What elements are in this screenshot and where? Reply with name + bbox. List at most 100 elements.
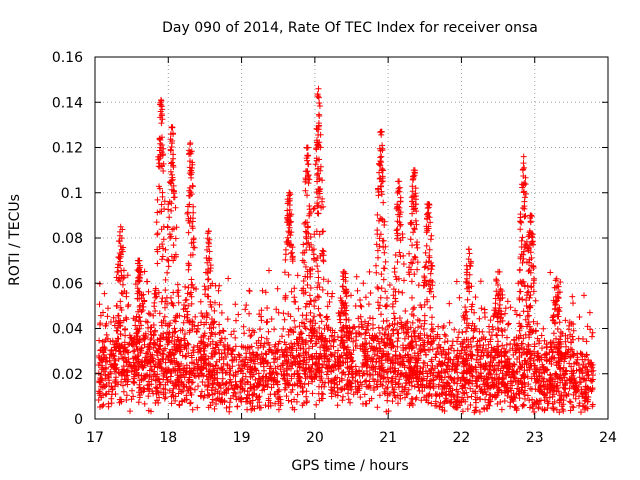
data-point [377,128,384,135]
data-point [160,168,167,174]
data-point [98,377,105,384]
data-point [406,364,413,371]
data-point [587,360,594,367]
data-point [276,386,283,393]
data-point [124,303,131,310]
data-point [449,342,456,349]
data-point [487,317,494,324]
data-point [479,328,486,335]
data-point [243,395,250,402]
data-point [363,400,370,407]
data-point [232,390,239,397]
data-point [293,353,300,360]
data-point [361,370,368,377]
data-point [296,352,303,359]
data-point [233,381,240,388]
data-point [272,400,279,407]
data-point [486,363,493,370]
data-point [121,326,128,333]
data-point [428,321,435,328]
data-point [410,306,416,313]
data-point [172,204,179,211]
data-point [405,386,412,393]
data-point [207,402,214,409]
data-point [472,294,479,301]
data-point [213,362,219,369]
data-point [472,390,479,397]
data-point [159,253,166,260]
data-point [232,334,239,341]
data-point [563,392,570,399]
data-point [326,346,332,353]
data-point [488,332,495,339]
data-point [186,371,193,378]
data-point [130,393,137,400]
data-point [187,399,194,406]
data-point [414,360,421,366]
data-point [467,385,474,392]
data-point [232,378,239,385]
data-point [131,371,138,378]
data-point [250,382,257,389]
data-point [154,230,161,237]
data-point [415,282,422,289]
data-point [368,355,375,362]
data-point [271,359,278,366]
data-point [416,387,423,394]
data-point [493,371,500,378]
y-tick-label: 0.02 [52,367,83,383]
data-point [127,362,134,369]
data-point [324,368,331,375]
data-point [313,370,320,376]
data-point [373,262,379,269]
data-point [275,406,282,413]
data-point [353,337,359,344]
data-point [559,406,566,413]
data-point [557,365,564,372]
data-point [257,326,263,333]
data-point [280,310,287,317]
data-point [211,390,218,397]
data-point [311,375,318,382]
data-point [581,292,587,299]
data-point [226,403,233,410]
data-point [291,317,298,324]
data-point [169,359,176,366]
data-point [408,278,415,285]
data-point [547,389,554,395]
data-point [185,379,192,386]
data-point [474,394,481,401]
data-point [498,406,505,413]
data-point [258,334,265,341]
data-point [381,389,388,395]
data-point [399,289,406,296]
data-point [158,120,165,127]
data-point [579,393,586,400]
data-point [136,381,143,388]
data-point [295,370,302,377]
data-point [97,404,103,410]
data-point [484,348,491,355]
data-point [116,255,123,262]
data-point [589,401,596,408]
data-point [437,399,444,406]
data-point [104,313,111,320]
data-point [418,376,425,383]
data-point [568,363,575,370]
data-point [408,382,415,389]
data-point [295,305,302,312]
data-point [262,402,269,409]
data-point [477,396,484,402]
data-point [456,294,463,301]
data-point [101,290,108,297]
data-point [127,408,133,415]
data-point [232,343,239,350]
data-point [194,404,201,411]
data-point [506,355,512,362]
data-point [395,384,402,391]
data-point [586,309,593,316]
data-point [314,210,321,217]
data-point [454,380,461,387]
data-point [413,367,420,374]
data-point [154,371,161,378]
